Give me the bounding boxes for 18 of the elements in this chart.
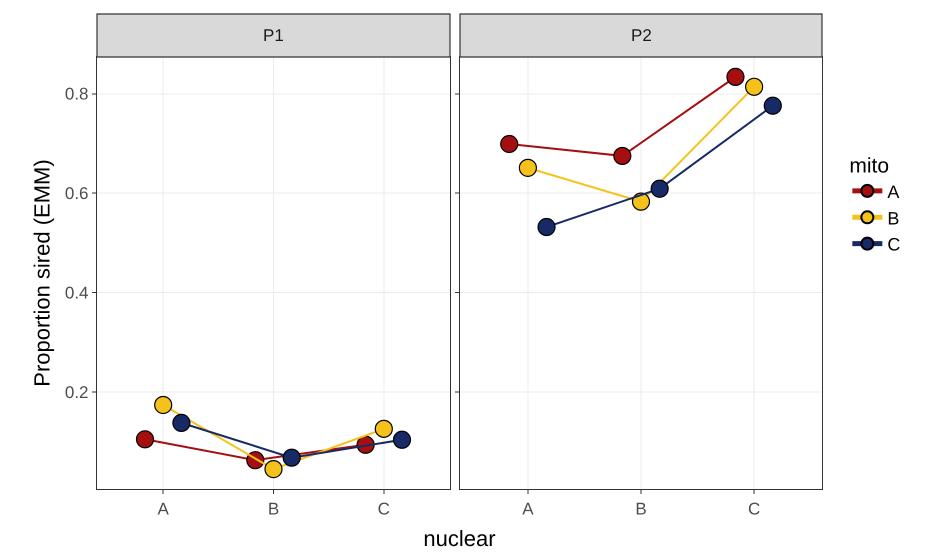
chart-title: P2 xyxy=(631,26,652,45)
x-tick-label: B xyxy=(268,500,280,518)
x-axis-title: nuclear xyxy=(422,526,497,552)
legend-label: B xyxy=(887,208,900,228)
legend-label: C xyxy=(887,234,900,255)
x-tick-label: C xyxy=(378,500,390,518)
x-tick-label: C xyxy=(748,500,760,518)
y-tick-label: 0.4 xyxy=(64,284,88,303)
x-tick-label: A xyxy=(158,500,170,518)
y-tick-label: 0.2 xyxy=(64,383,88,402)
y-tick-label: 0.8 xyxy=(64,84,88,104)
y-axis-title: Proportion sired (EMM) xyxy=(30,159,55,387)
x-tick-label: A xyxy=(522,500,534,518)
chart-title: P1 xyxy=(263,26,284,45)
legend-label: A xyxy=(887,182,900,202)
x-tick-label: B xyxy=(635,500,647,518)
legend-title: mito xyxy=(849,154,890,178)
y-tick-label: 0.6 xyxy=(64,184,88,204)
